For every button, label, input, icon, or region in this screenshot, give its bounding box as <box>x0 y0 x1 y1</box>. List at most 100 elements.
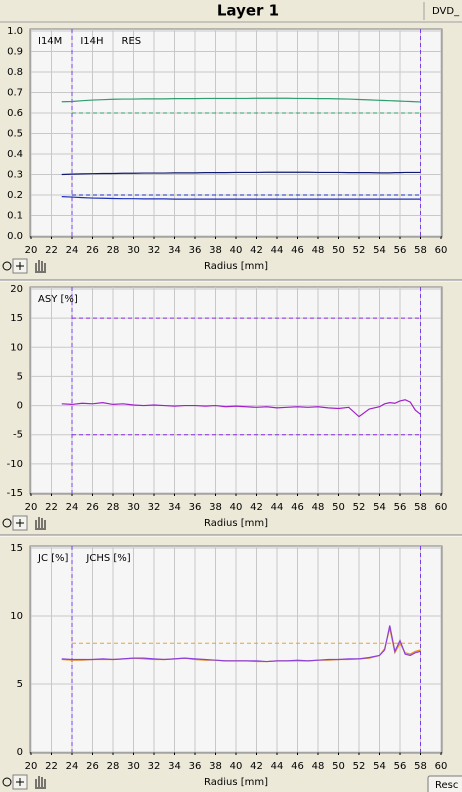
series-line <box>61 196 421 200</box>
legend-entry: I14M <box>38 36 62 47</box>
x-tick-label: 24 <box>66 502 79 513</box>
x-tick-label: 36 <box>189 761 202 772</box>
zoom-tool[interactable] <box>2 518 12 528</box>
x-tick-label: 56 <box>394 761 407 772</box>
legend-entry: ASY [%] <box>38 294 78 305</box>
x-tick-label: 24 <box>66 245 79 256</box>
x-tick-label: 48 <box>312 761 325 772</box>
x-tick-label: 50 <box>332 502 345 513</box>
y-tick-label: 0.2 <box>7 190 23 201</box>
x-tick-label: 60 <box>435 761 448 772</box>
x-tick-label: 50 <box>332 761 345 772</box>
x-tick-label: 22 <box>45 245 58 256</box>
y-tick-label: -15 <box>7 488 23 499</box>
pan-tool[interactable] <box>35 260 46 273</box>
y-tick-label: 5 <box>17 679 23 690</box>
x-tick-label: 28 <box>107 245 120 256</box>
x-tick-label: 22 <box>45 761 58 772</box>
y-tick-label: 0.5 <box>7 129 23 140</box>
x-tick-label: 26 <box>86 761 99 772</box>
y-tick-label: 15 <box>10 313 23 324</box>
y-tick-label: 0.9 <box>7 47 23 58</box>
x-tick-label: 32 <box>148 761 161 772</box>
x-tick-label: 52 <box>353 502 366 513</box>
x-tick-label: 38 <box>209 761 222 772</box>
x-axis-label: Radius [mm] <box>204 518 268 529</box>
y-tick-label: 0.7 <box>7 88 23 99</box>
x-tick-label: 32 <box>148 502 161 513</box>
y-tick-label: 0.3 <box>7 170 23 181</box>
x-tick-label: 40 <box>230 502 243 513</box>
zoom-tool[interactable] <box>2 777 12 787</box>
rescale-button-label[interactable]: Resc <box>435 780 458 791</box>
x-tick-label: 26 <box>86 245 99 256</box>
y-tick-label: -10 <box>7 459 23 470</box>
x-tick-label: 36 <box>189 245 202 256</box>
x-tick-label: 46 <box>291 245 304 256</box>
x-tick-label: 58 <box>414 502 427 513</box>
legend-entry: JCHS [%] <box>85 553 130 564</box>
x-tick-label: 20 <box>25 761 38 772</box>
x-tick-label: 24 <box>66 761 79 772</box>
add-tool-icon[interactable] <box>16 519 24 527</box>
x-tick-label: 40 <box>230 761 243 772</box>
x-tick-label: 34 <box>168 502 181 513</box>
x-tick-label: 32 <box>148 245 161 256</box>
x-tick-label: 50 <box>332 245 345 256</box>
y-tick-label: 10 <box>10 611 23 622</box>
x-tick-label: 44 <box>271 761 284 772</box>
tab-label[interactable]: DVD_ <box>432 6 460 17</box>
x-tick-label: 20 <box>25 245 38 256</box>
x-tick-label: 28 <box>107 502 120 513</box>
y-tick-label: 20 <box>10 284 23 295</box>
x-tick-label: 54 <box>373 245 386 256</box>
x-tick-label: 58 <box>414 761 427 772</box>
x-tick-label: 20 <box>25 502 38 513</box>
legend-entry: RES <box>122 36 142 47</box>
zoom-tool[interactable] <box>2 261 12 271</box>
x-tick-label: 56 <box>394 245 407 256</box>
x-tick-label: 44 <box>271 502 284 513</box>
y-tick-label: 0.0 <box>7 231 23 242</box>
x-tick-label: 56 <box>394 502 407 513</box>
pan-tool[interactable] <box>35 517 46 530</box>
legend-entry: JC [%] <box>37 553 69 564</box>
add-tool-icon[interactable] <box>16 262 24 270</box>
x-tick-label: 54 <box>373 761 386 772</box>
x-tick-label: 46 <box>291 502 304 513</box>
x-tick-label: 52 <box>353 761 366 772</box>
x-tick-label: 42 <box>250 245 263 256</box>
x-tick-label: 48 <box>312 245 325 256</box>
pan-tool[interactable] <box>35 776 46 789</box>
x-tick-label: 46 <box>291 761 304 772</box>
x-tick-label: 42 <box>250 761 263 772</box>
y-tick-label: 1.0 <box>7 26 23 37</box>
x-tick-label: 34 <box>168 245 181 256</box>
x-tick-label: 52 <box>353 245 366 256</box>
x-tick-label: 30 <box>127 761 140 772</box>
title-bar <box>0 0 462 22</box>
y-tick-label: 5 <box>17 371 23 382</box>
x-tick-label: 40 <box>230 245 243 256</box>
x-tick-label: 36 <box>189 502 202 513</box>
layer-title: Layer 1 <box>217 2 279 20</box>
x-tick-label: 38 <box>209 245 222 256</box>
x-tick-label: 54 <box>373 502 386 513</box>
x-tick-label: 48 <box>312 502 325 513</box>
legend-entry: I14H <box>80 36 103 47</box>
series-line <box>61 97 421 103</box>
x-tick-label: 22 <box>45 502 58 513</box>
x-tick-label: 60 <box>435 245 448 256</box>
series-line <box>61 171 421 176</box>
series-line <box>61 625 421 663</box>
x-axis-label: Radius [mm] <box>204 777 268 788</box>
rescale-button[interactable] <box>427 775 462 792</box>
y-tick-label: 10 <box>10 342 23 353</box>
x-tick-label: 44 <box>271 245 284 256</box>
add-tool-icon[interactable] <box>16 778 24 786</box>
x-tick-label: 30 <box>127 502 140 513</box>
x-tick-label: 26 <box>86 502 99 513</box>
y-tick-label: 0 <box>17 401 23 412</box>
x-tick-label: 58 <box>414 245 427 256</box>
